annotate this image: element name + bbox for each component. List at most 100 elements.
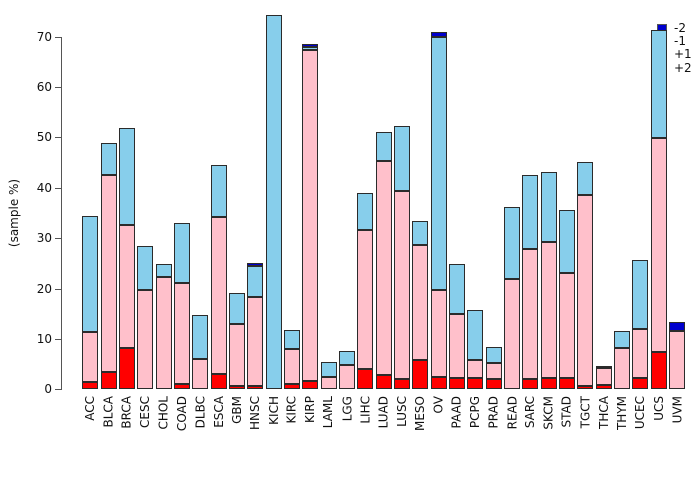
bar-ESCA-segment-plus2 <box>210 373 227 390</box>
bar-ACC-segment-minus1 <box>82 216 99 333</box>
bar-READ-segment-plus1 <box>503 279 520 390</box>
bar-ESCA-segment-minus1 <box>210 164 227 217</box>
bar-THCA-segment-minus1 <box>595 365 612 369</box>
x-axis-label: LUAD <box>376 396 391 429</box>
bar-ESCA-segment-plus1 <box>210 216 227 374</box>
x-axis-label: THCA <box>596 396 611 430</box>
bar-GBM-segment-plus2 <box>228 385 245 390</box>
bar-CESC-segment-plus1 <box>137 289 154 390</box>
bar-KIRP-segment-plus2 <box>302 380 319 390</box>
bar-BRCA-segment-plus1 <box>118 224 135 348</box>
y-axis-tick <box>55 187 62 189</box>
bar-KIRC-segment-plus1 <box>283 349 300 385</box>
x-axis-label: LIHC <box>358 396 373 424</box>
bar-UCS-segment-minus1 <box>650 29 667 138</box>
y-axis-tick <box>55 137 62 139</box>
x-axis-label: SARC <box>523 396 538 429</box>
bar-LIHC-segment-minus1 <box>357 192 374 230</box>
bar-UCS-segment-plus2 <box>650 352 667 390</box>
y-axis-tick-label: 10 <box>36 331 52 346</box>
bar-STAD-segment-minus1 <box>558 210 575 273</box>
bar-PCPG-segment-plus1 <box>467 359 484 379</box>
y-axis-tick <box>55 238 62 240</box>
x-axis-label: READ <box>504 396 519 430</box>
bar-KICH-segment-minus1 <box>265 15 282 390</box>
bar-MESO-segment-plus1 <box>412 244 429 360</box>
bar-PCPG-segment-minus1 <box>467 310 484 360</box>
bar-OV-segment-minus1 <box>430 37 447 290</box>
y-axis-tick <box>55 86 62 88</box>
bar-MESO-segment-minus1 <box>412 220 429 245</box>
bar-BRCA-segment-minus1 <box>118 127 135 225</box>
y-axis-tick-label: 20 <box>36 281 52 296</box>
bar-STAD-segment-plus2 <box>558 378 575 390</box>
legend-label: -2 <box>674 21 686 35</box>
y-axis-tick-label: 50 <box>36 130 52 145</box>
bar-SARC-segment-plus2 <box>522 378 539 390</box>
bar-SARC-segment-minus1 <box>522 175 539 249</box>
y-axis-tick-label: 30 <box>36 231 52 246</box>
bar-READ-segment-minus1 <box>503 206 520 280</box>
bar-DLBC-segment-minus1 <box>192 314 209 359</box>
bar-ACC-segment-plus2 <box>82 382 99 390</box>
bar-UCS-segment-plus1 <box>650 137 667 352</box>
x-axis-label: ACC <box>83 396 98 422</box>
x-axis-label: LAML <box>321 396 336 429</box>
x-axis-label: GBM <box>229 396 244 425</box>
x-axis-label: SKCM <box>541 396 556 430</box>
bar-UCEC-segment-plus1 <box>632 328 649 379</box>
x-axis-label: CESC <box>138 396 153 429</box>
x-axis-label: KIRC <box>284 396 299 424</box>
bar-PAAD-segment-plus1 <box>448 313 465 379</box>
y-axis-tick-label: 40 <box>36 180 52 195</box>
legend-label: -1 <box>674 34 686 49</box>
bar-LAML-segment-plus1 <box>320 377 337 390</box>
bar-KIRP-segment-minus2 <box>302 44 319 47</box>
bar-KIRP-segment-plus1 <box>302 50 319 381</box>
y-axis-tick-label: 70 <box>36 29 52 44</box>
bar-UCEC-segment-plus2 <box>632 378 649 390</box>
legend-label: +1 <box>674 47 692 62</box>
bar-PCPG-segment-plus2 <box>467 378 484 390</box>
x-axis-label: DLBC <box>193 396 208 429</box>
y-axis-tick <box>55 288 62 290</box>
bar-KIRP-segment-minus1 <box>302 46 319 51</box>
bar-OV-segment-plus1 <box>430 289 447 377</box>
bar-PAAD-segment-plus2 <box>448 378 465 390</box>
x-axis-label: PRAD <box>486 396 501 429</box>
bar-HNSC-segment-plus1 <box>247 297 264 387</box>
bar-BLCA-segment-plus1 <box>100 175 117 372</box>
bar-PRAD-segment-plus1 <box>485 363 502 380</box>
x-axis-label: UCEC <box>633 396 648 430</box>
bar-STAD-segment-plus1 <box>558 272 575 379</box>
y-axis-tick-label: 60 <box>36 79 52 94</box>
y-axis-line <box>61 36 62 391</box>
x-axis-label: ESCA <box>211 396 226 429</box>
x-axis-label: PCPG <box>468 396 483 429</box>
bar-SKCM-segment-plus2 <box>540 378 557 390</box>
x-axis-label: BRCA <box>119 396 134 429</box>
bar-LGG-segment-plus1 <box>338 365 355 390</box>
bar-SKCM-segment-minus1 <box>540 172 557 243</box>
y-axis-tick <box>55 36 62 38</box>
y-axis-tick <box>55 338 62 340</box>
bar-THYM-segment-minus1 <box>613 331 630 348</box>
bar-LIHC-segment-plus2 <box>357 369 374 390</box>
bar-GBM-segment-plus1 <box>228 323 245 386</box>
bar-UVM-segment-plus1 <box>668 330 685 390</box>
bar-PRAD-segment-minus1 <box>485 346 502 364</box>
x-axis-label: COAD <box>174 396 189 432</box>
bar-GBM-segment-minus1 <box>228 292 245 324</box>
x-axis-label: KIRP <box>303 396 318 424</box>
bar-LAML-segment-minus1 <box>320 362 337 378</box>
bar-HNSC-segment-plus2 <box>247 386 264 390</box>
y-axis-title: (sample %) <box>7 178 21 248</box>
bar-BLCA-segment-plus2 <box>100 371 117 390</box>
bar-TGCT-segment-plus2 <box>577 385 594 390</box>
bar-OV-segment-plus2 <box>430 376 447 390</box>
bar-DLBC-segment-plus1 <box>192 358 209 390</box>
bar-TGCT-segment-plus1 <box>577 194 594 386</box>
x-axis-label: HNSC <box>248 396 263 431</box>
y-axis-tick-label: 0 <box>44 382 52 397</box>
